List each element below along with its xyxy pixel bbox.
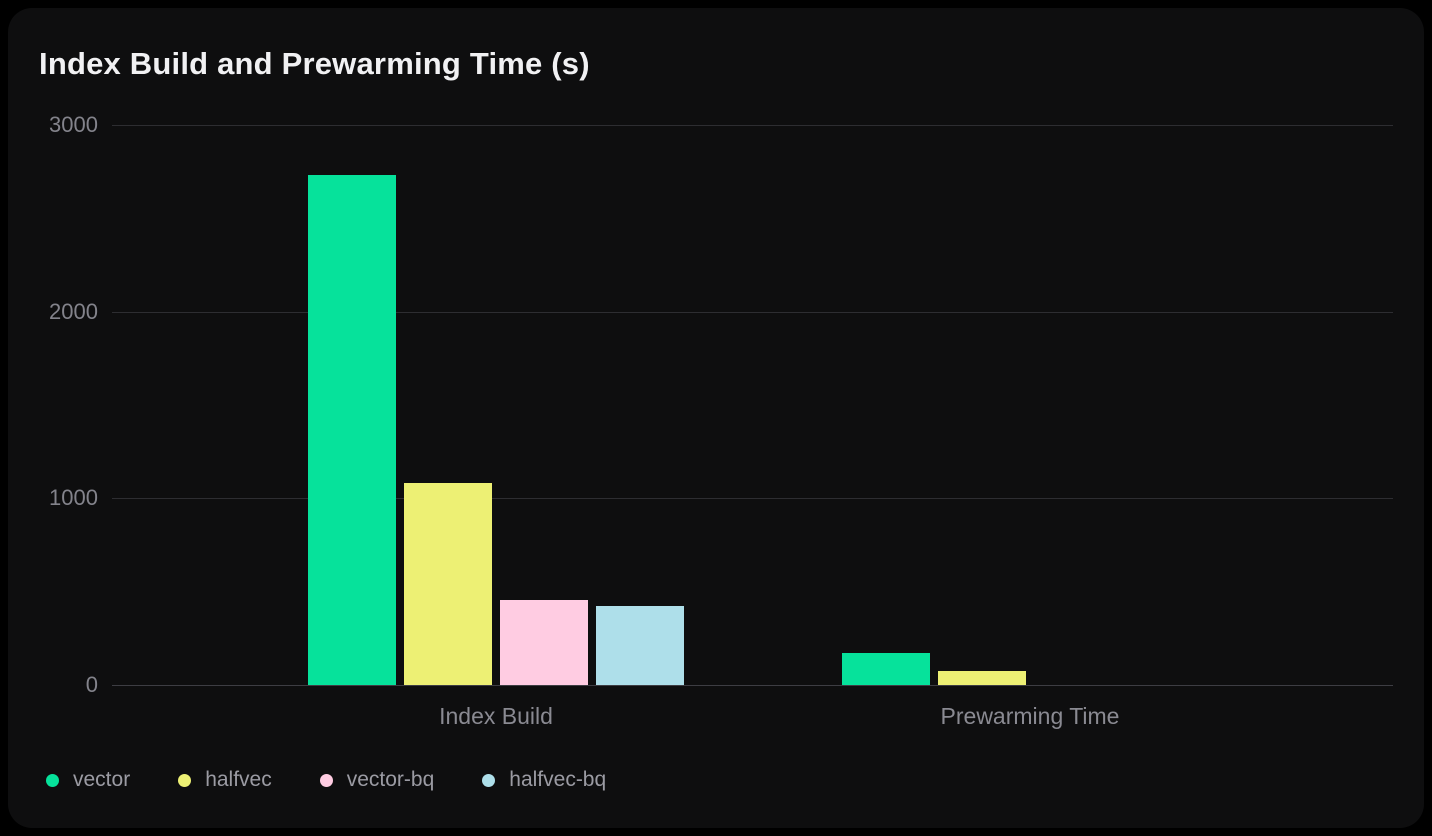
legend-dot-icon: [178, 773, 192, 787]
legend-dot-icon: [46, 773, 59, 787]
bar-vector-bq-index-build[interactable]: [500, 600, 588, 685]
gridline-1000: [112, 498, 1393, 500]
x-axis-label-index-build: Index Build: [439, 703, 553, 729]
legend-item-vector[interactable]: vector: [46, 768, 130, 792]
legend-item-vector-bq[interactable]: vector-bq: [319, 768, 435, 792]
legend-label: halfvec-bq: [509, 768, 607, 791]
legend-item-halfvec[interactable]: halfvec: [178, 768, 272, 792]
legend-item-halfvec-bq[interactable]: halfvec-bq: [482, 768, 606, 792]
chart-legend: vector halfvec vector-bq halfvec-bq: [46, 768, 606, 792]
legend-dot-icon: [482, 773, 496, 787]
y-axis-tick-1000: 1000: [49, 485, 98, 511]
legend-label: vector-bq: [346, 768, 435, 791]
legend-label: halfvec: [205, 768, 272, 791]
plot-area: 0 1000 2000 3000 Index Build Prewarming Time: [49, 112, 1393, 729]
bar-halfvec-prewarming-time[interactable]: [938, 671, 1026, 685]
bar-vector-index-build[interactable]: [308, 175, 396, 685]
bar-halfvec-bq-index-build[interactable]: [596, 605, 684, 685]
chart-card: Index Build and Prewarming Time (s) 0 100…: [8, 8, 1424, 828]
bar-halfvec-index-build[interactable]: [404, 483, 492, 685]
legend-label: vector: [73, 768, 131, 791]
bar-vector-prewarming-time[interactable]: [842, 653, 930, 685]
legend-dot-icon: [319, 773, 333, 787]
y-axis-tick-0: 0: [85, 672, 98, 697]
chart-title: Index Build and Prewarming Time (s): [39, 46, 590, 81]
y-axis-tick-3000: 3000: [49, 112, 98, 137]
gridline-0: [112, 685, 1393, 686]
y-axis-tick-2000: 2000: [49, 298, 98, 324]
gridline-2000: [112, 311, 1393, 313]
gridline-3000: [112, 125, 1393, 126]
x-axis-label-prewarming-time: Prewarming Time: [940, 703, 1120, 729]
